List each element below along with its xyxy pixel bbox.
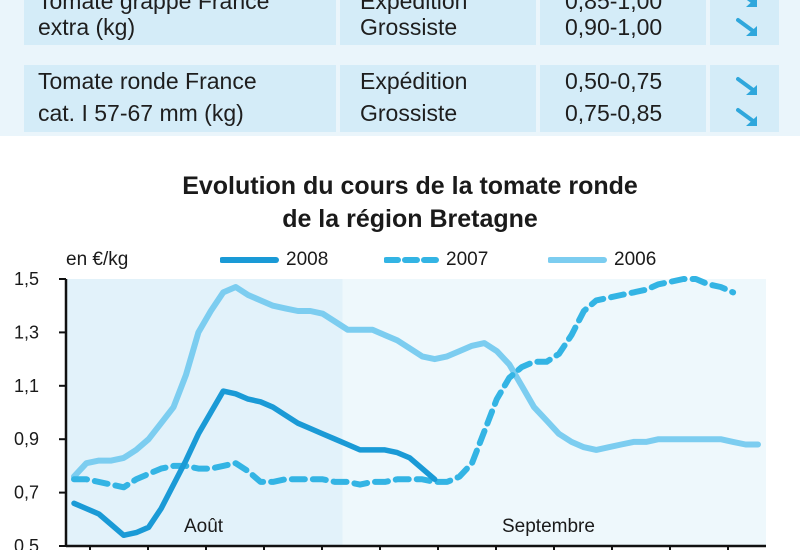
column-divider (536, 0, 540, 136)
arrow-down-right-icon (736, 108, 757, 126)
price-range: 0,75-0,85 (565, 100, 663, 126)
legend-swatch-2006 (548, 257, 607, 263)
period-band-septembre (342, 279, 766, 546)
table-row (24, 0, 779, 45)
series-line-2008 (71, 388, 438, 539)
legend-label-2006: 2006 (614, 249, 657, 270)
market-label: Grossiste (360, 100, 458, 126)
chart-title: Evolution du cours de la tomate ronde (182, 172, 638, 200)
plot-background (66, 279, 766, 546)
y-tick-label: 0,7 (14, 483, 39, 503)
legend-swatch-2008 (220, 257, 279, 263)
table-row (24, 65, 779, 132)
product-name: Tomate grappe France (38, 0, 270, 14)
price-range: 0,85-1,00 (565, 0, 663, 14)
y-axis-unit-label: en €/kg (66, 249, 129, 270)
y-tick-label: 1,3 (14, 322, 39, 342)
product-name: cat. I 57-67 mm (kg) (38, 100, 244, 126)
market-label: Expédition (360, 0, 468, 14)
column-divider (336, 0, 340, 136)
y-tick-label: 1,1 (14, 376, 39, 396)
y-tick-label: 1,5 (14, 269, 39, 289)
arrow-down-right-icon (746, 0, 757, 7)
market-label: Expédition (360, 68, 468, 94)
chart-axes: 0,5 0,7 0,9 1,1 1,3 1,5 Août Septembre (14, 269, 766, 550)
arrow-down-right-icon (736, 18, 757, 36)
market-label: Grossiste (360, 14, 458, 40)
series-line-2006 (71, 284, 761, 480)
chart-subtitle: de la région Bretagne (282, 205, 538, 233)
price-range: 0,50-0,75 (565, 68, 663, 94)
arrow-down-right-icon (736, 77, 757, 95)
legend-label-2007: 2007 (446, 249, 489, 270)
product-name: Tomate ronde France (38, 68, 257, 94)
series-layer (71, 276, 761, 539)
price-table: Tomate grappe France extra (kg) Expéditi… (0, 0, 800, 136)
x-period-label-aout: Août (184, 516, 224, 537)
x-period-label-septembre: Septembre (502, 516, 595, 537)
price-range: 0,90-1,00 (565, 14, 663, 40)
legend-swatch-2007 (384, 257, 443, 263)
y-tick-label: 0,9 (14, 429, 39, 449)
column-divider (706, 0, 710, 136)
legend-label-2008: 2008 (286, 249, 329, 270)
y-tick-label: 0,5 (14, 536, 39, 550)
product-name: extra (kg) (38, 14, 136, 40)
